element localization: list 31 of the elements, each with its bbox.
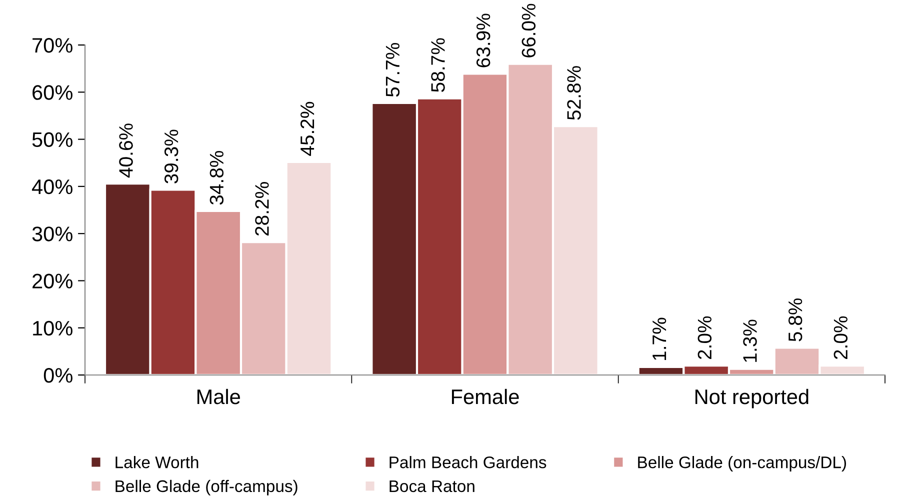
data-label: 28.2%	[255, 182, 269, 236]
y-tick-label: 0%	[44, 368, 72, 383]
legend-label: Boca Raton	[390, 480, 474, 492]
x-tick-label: Female	[452, 388, 519, 404]
data-label: 57.7%	[386, 42, 400, 97]
legend-label: Belle Glade (off-campus)	[116, 480, 298, 496]
data-label: 52.8%	[567, 66, 581, 120]
y-tick-label: 30%	[32, 226, 72, 242]
data-label: 66.0%	[522, 4, 536, 58]
data-label: 40.6%	[119, 124, 133, 178]
data-label: 2.0%	[698, 316, 712, 360]
data-label: 1.3%	[743, 320, 757, 362]
y-tick-label: 50%	[32, 132, 72, 148]
legend-label: Belle Glade (on-campus/DL)	[638, 456, 846, 472]
data-label: 39.3%	[164, 130, 178, 184]
y-tick-label: 10%	[33, 320, 72, 336]
legend-label: Lake Worth	[116, 456, 198, 468]
y-tick-label: 20%	[32, 274, 72, 288]
y-tick-label: 60%	[32, 85, 72, 100]
x-tick-label: Male	[197, 388, 240, 404]
data-label: 45.2%	[300, 102, 314, 156]
data-label: 58.7%	[431, 38, 445, 92]
legend-label: Palm Beach Gardens	[390, 456, 546, 468]
data-label: 5.8%	[788, 298, 802, 342]
data-label: 63.9%	[476, 14, 490, 68]
data-label: 1.7%	[652, 318, 666, 360]
y-tick-label: 70%	[32, 38, 72, 53]
data-label: 34.8%	[210, 150, 224, 205]
y-tick-label: 40%	[32, 179, 72, 194]
x-tick-label: Not reported	[695, 388, 808, 408]
data-label: 2.0%	[834, 316, 848, 360]
